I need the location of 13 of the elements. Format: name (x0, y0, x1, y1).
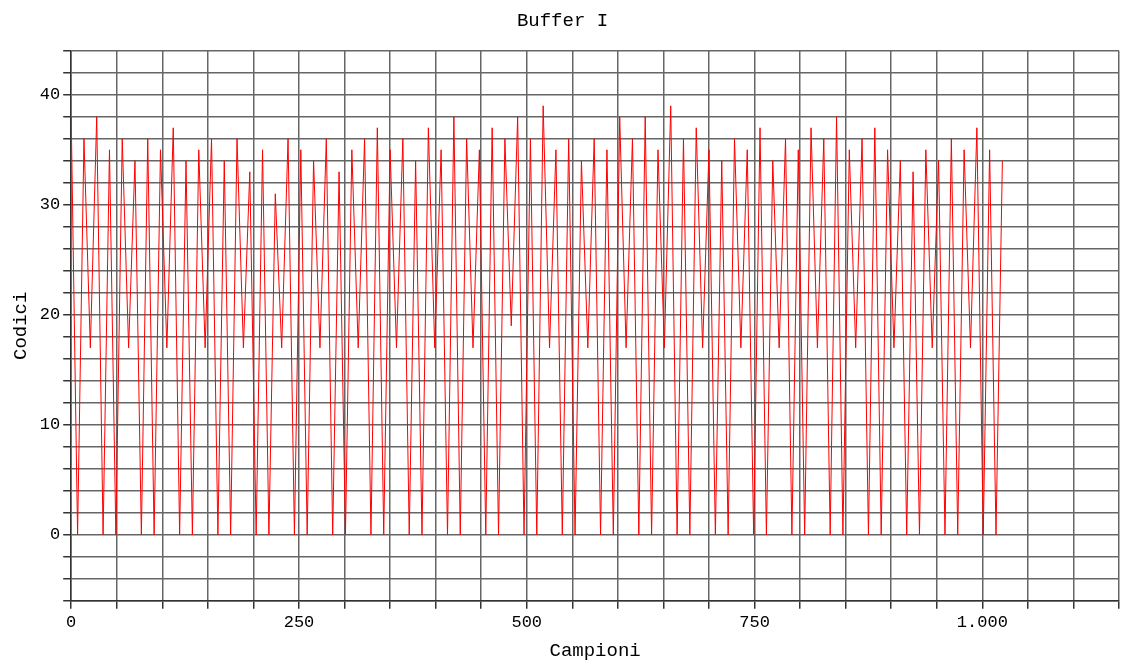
y-axis-title: Codici (10, 291, 33, 361)
y-tick-label: 0 (50, 525, 61, 545)
y-tick-label: 30 (39, 195, 61, 215)
chart-title: Buffer I (516, 10, 609, 33)
x-tick-label: 1.000 (956, 612, 1008, 632)
y-tick-label: 40 (39, 85, 61, 105)
y-tick-label: 20 (39, 305, 61, 325)
x-tick-label: 250 (283, 612, 315, 632)
x-tick-label: 500 (511, 612, 543, 632)
x-tick-label: 0 (66, 612, 77, 632)
x-tick-label: 750 (739, 612, 770, 632)
x-axis-title: Campioni (549, 639, 641, 662)
y-tick-label: 10 (39, 415, 61, 435)
